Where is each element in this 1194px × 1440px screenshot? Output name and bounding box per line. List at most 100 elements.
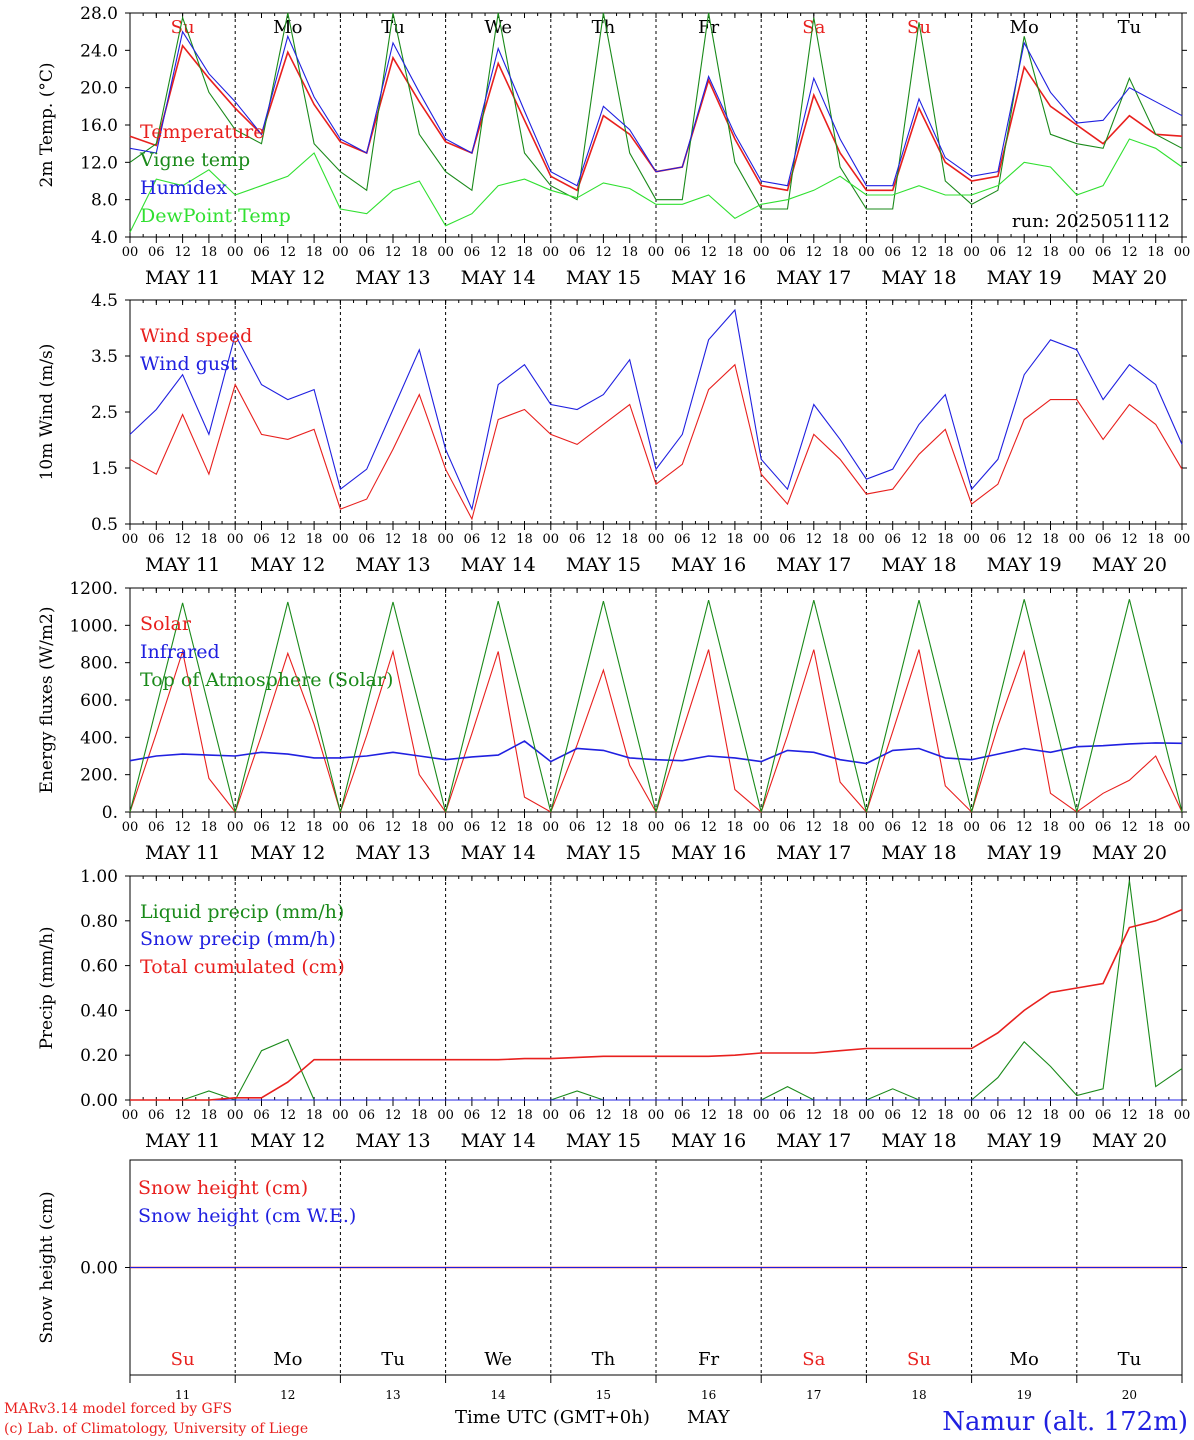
series-line-total-cumulated-cm- (130, 908, 1183, 1101)
day-number: 15 (596, 1388, 611, 1402)
hour-label: 18 (411, 820, 428, 835)
hour-label: 12 (280, 820, 297, 835)
hour-label: 00 (1069, 820, 1086, 835)
hour-label: 06 (674, 245, 691, 260)
series-line-humidex (129, 30, 1183, 187)
legend-entry: Vigne temp (139, 149, 250, 171)
hour-label: 00 (858, 245, 875, 260)
legend-entry: Infrared (140, 641, 220, 663)
run-annotation: run: 2025051112 (1012, 211, 1170, 232)
hour-label: 00 (227, 1108, 244, 1123)
date-label: MAY 12 (250, 1130, 325, 1152)
hour-label: 12 (385, 1108, 402, 1123)
hour-label: 18 (306, 532, 323, 547)
hour-label: 00 (1069, 532, 1086, 547)
y-tick-label: 0.80 (80, 912, 118, 932)
day-name: Tu (381, 1349, 405, 1370)
date-label: MAY 13 (355, 554, 430, 576)
legend-entry: Solar (140, 613, 192, 635)
series-line-top-of-atmosphere-solar- (129, 599, 1183, 813)
hour-label: 18 (1042, 245, 1059, 260)
hour-label: 00 (858, 532, 875, 547)
hour-label: 12 (174, 820, 191, 835)
date-label: MAY 20 (1092, 1130, 1167, 1152)
hour-label: 06 (569, 245, 586, 260)
date-label: MAY 13 (355, 1130, 430, 1152)
panel-5: 11 12 13 14 15 16 17 18 19 20 Su Mo Tu We Th Fr Sa Su Mo Tu… (37, 1159, 1187, 1402)
hour-label: 12 (806, 245, 823, 260)
hour-label: 12 (806, 820, 823, 835)
hour-label: 12 (595, 532, 612, 547)
series-line-dewpoint-temp (129, 138, 1183, 233)
hour-label: 06 (1095, 532, 1112, 547)
plot-frame (129, 587, 1183, 813)
hour-label: 18 (201, 245, 218, 260)
day-name: Sa (802, 17, 825, 38)
day-number: 13 (385, 1388, 400, 1402)
hour-label: 12 (385, 532, 402, 547)
hour-label: 18 (727, 820, 744, 835)
hour-label: 06 (990, 1108, 1007, 1123)
hour-label: 18 (201, 1108, 218, 1123)
date-label: MAY 11 (145, 1130, 220, 1152)
date-label: MAY 16 (671, 1130, 746, 1152)
y-tick-label: 0.60 (80, 957, 118, 977)
y-axis-label: 10m Wind (m/s) (37, 344, 57, 481)
plot-frame (129, 299, 1183, 525)
hour-label: 00 (1069, 1108, 1086, 1123)
hour-label: 12 (700, 532, 717, 547)
legend-entry: DewPoint Temp (140, 205, 291, 227)
hour-label: 12 (1121, 245, 1138, 260)
hour-label: 18 (1042, 820, 1059, 835)
y-tick-label: 16.0 (80, 116, 118, 136)
plot-frame (129, 12, 1183, 238)
hour-label: 00 (227, 532, 244, 547)
date-label: MAY 19 (987, 554, 1062, 576)
y-tick-label: 0.00 (80, 1091, 118, 1111)
hour-label: 18 (832, 532, 849, 547)
panel-2: 00 06 12 18 00 06 12 18 00 06 12 18 00 06 12 18 00 06 12 18… (37, 291, 1190, 576)
hour-label: 12 (490, 245, 507, 260)
day-name: Mo (273, 17, 302, 38)
day-name: Su (907, 1349, 931, 1370)
date-label: MAY 19 (987, 267, 1062, 289)
footer-model-text: MARv3.14 model forced by GFS (4, 1401, 232, 1417)
hour-label: 18 (1042, 1108, 1059, 1123)
series-line-infrared (129, 740, 1183, 765)
footer-credit-text: (c) Lab. of Climatology, University of L… (4, 1421, 308, 1437)
y-tick-label: 20.0 (80, 79, 118, 99)
date-label: MAY 12 (250, 842, 325, 864)
hour-label: 12 (806, 532, 823, 547)
day-number: 18 (911, 1388, 926, 1402)
date-label: MAY 12 (250, 554, 325, 576)
hour-label: 12 (1016, 532, 1033, 547)
hour-label: 18 (621, 245, 638, 260)
hour-label: 06 (1095, 245, 1112, 260)
hour-label: 06 (148, 245, 165, 260)
date-label: MAY 15 (566, 267, 641, 289)
hour-label: 00 (753, 532, 770, 547)
y-tick-label: 1000. (69, 616, 118, 636)
hour-label: 12 (280, 245, 297, 260)
hour-label: 18 (516, 245, 533, 260)
legend-entry: Liquid precip (mm/h) (140, 901, 344, 923)
hour-label: 18 (832, 820, 849, 835)
hour-label: 00 (543, 820, 560, 835)
hour-label: 18 (832, 245, 849, 260)
hour-label: 12 (911, 820, 928, 835)
hour-label: 00 (332, 820, 349, 835)
legend-entry: Wind gust (140, 353, 238, 375)
hour-label: 00 (437, 245, 454, 260)
y-axis-label: Snow height (cm) (37, 1191, 57, 1343)
hour-label: 12 (174, 1108, 191, 1123)
date-label: MAY 18 (881, 267, 956, 289)
date-label: MAY 15 (566, 842, 641, 864)
date-label: MAY 17 (776, 1130, 851, 1152)
date-label: MAY 14 (461, 554, 536, 576)
day-name: Mo (1010, 1349, 1039, 1370)
hour-label: 18 (937, 1108, 954, 1123)
hour-label: 00 (963, 245, 980, 260)
date-label: MAY 11 (145, 842, 220, 864)
date-label: MAY 17 (776, 842, 851, 864)
day-name: Fr (698, 1349, 719, 1370)
